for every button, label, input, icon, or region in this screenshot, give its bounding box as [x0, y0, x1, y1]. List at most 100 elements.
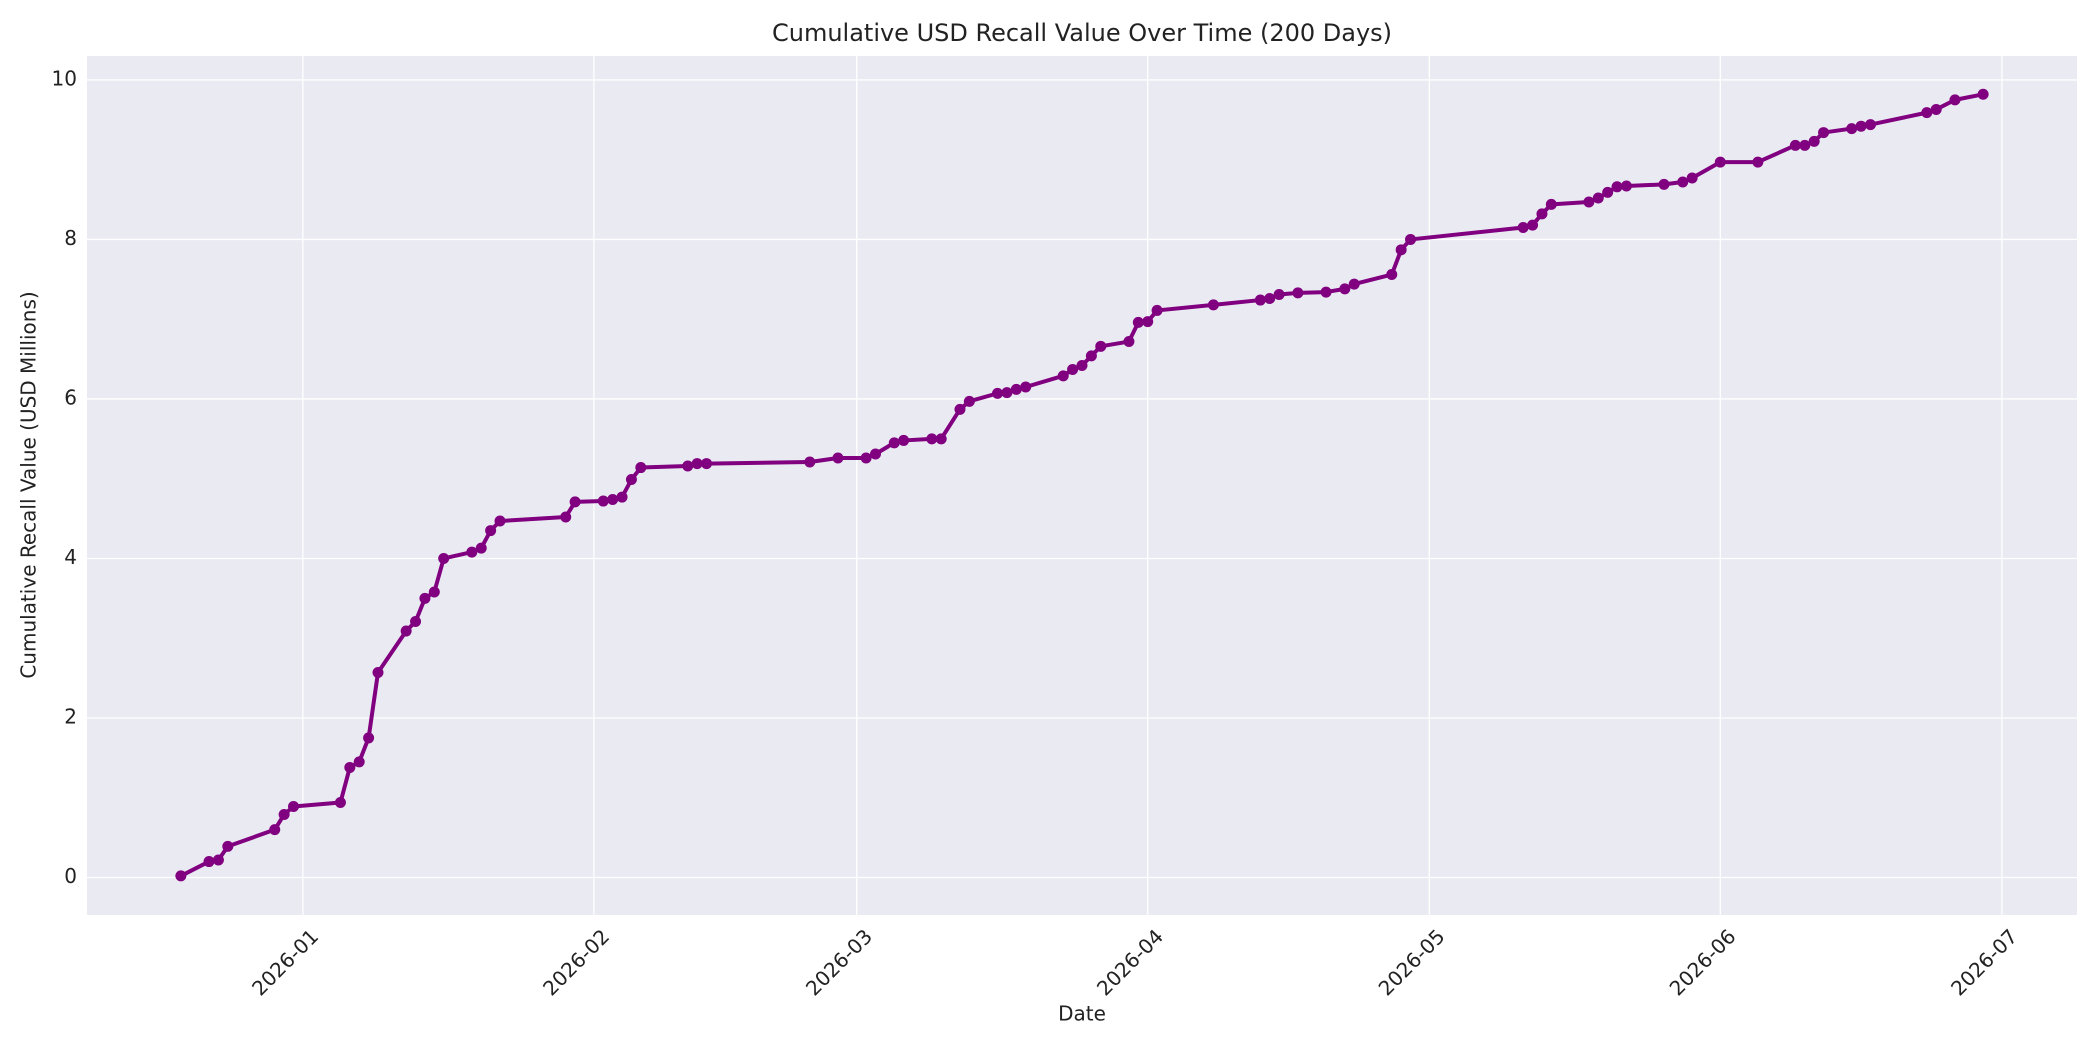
- marker: [466, 546, 478, 558]
- marker: [1320, 286, 1332, 298]
- marker: [832, 452, 844, 464]
- x-axis-label: Date: [1058, 1002, 1106, 1026]
- marker: [1658, 178, 1670, 190]
- marker: [1930, 103, 1942, 115]
- marker: [1254, 294, 1266, 306]
- marker: [344, 761, 356, 773]
- marker: [1142, 316, 1154, 328]
- marker: [1752, 156, 1764, 168]
- marker: [485, 525, 497, 537]
- x-tick-label: 2026-02: [538, 924, 614, 1000]
- marker: [222, 840, 234, 852]
- x-tick-label: 2026-03: [801, 924, 877, 1000]
- x-tick-label: 2026-07: [1946, 924, 2022, 1000]
- marker: [1151, 304, 1163, 316]
- y-axis-label: Cumulative Recall Value (USD Millions): [17, 291, 41, 678]
- x-tick-label: 2026-01: [247, 924, 323, 1000]
- marker: [1001, 387, 1013, 399]
- marker: [494, 515, 506, 527]
- marker: [1273, 288, 1285, 300]
- marker: [372, 667, 384, 679]
- marker: [269, 824, 281, 836]
- chart-title: Cumulative USD Recall Value Over Time (2…: [772, 19, 1392, 47]
- x-tick-label: 2026-05: [1374, 924, 1450, 1000]
- marker: [1977, 88, 1989, 100]
- marker: [1517, 221, 1529, 233]
- plot-area: [87, 56, 2077, 915]
- marker: [1864, 119, 1876, 131]
- marker: [1057, 370, 1069, 382]
- y-tick-label: 6: [64, 385, 77, 409]
- marker: [1620, 180, 1632, 192]
- marker: [212, 854, 224, 866]
- marker: [701, 458, 713, 470]
- marker: [869, 448, 881, 460]
- marker: [1808, 135, 1820, 147]
- marker: [1123, 336, 1135, 348]
- y-tick-label: 4: [64, 545, 77, 569]
- marker: [860, 452, 872, 464]
- marker: [1264, 292, 1276, 304]
- marker: [597, 495, 609, 507]
- marker: [1527, 219, 1539, 231]
- marker: [410, 615, 422, 627]
- marker: [898, 434, 910, 446]
- marker: [1405, 233, 1417, 245]
- marker: [1085, 350, 1097, 362]
- y-tick-label: 2: [64, 704, 77, 728]
- marker: [419, 592, 431, 604]
- marker: [616, 491, 628, 503]
- marker: [1020, 381, 1032, 393]
- marker: [560, 511, 572, 523]
- marker: [1386, 269, 1398, 281]
- marker: [1789, 139, 1801, 151]
- marker: [278, 809, 290, 821]
- y-tick-label: 8: [64, 226, 77, 250]
- marker: [963, 395, 975, 407]
- marker: [1545, 198, 1557, 210]
- marker: [1799, 139, 1811, 151]
- marker: [1339, 283, 1351, 295]
- marker: [691, 458, 703, 470]
- marker: [569, 496, 581, 508]
- marker: [1714, 156, 1726, 168]
- marker: [1602, 186, 1614, 198]
- marker: [1846, 123, 1858, 135]
- marker: [607, 493, 619, 505]
- marker: [1921, 107, 1933, 119]
- marker: [1395, 244, 1407, 256]
- marker: [935, 433, 947, 445]
- marker: [363, 732, 375, 744]
- marker: [1592, 192, 1604, 204]
- marker: [1583, 196, 1595, 208]
- marker: [1067, 363, 1079, 375]
- marker: [175, 870, 187, 882]
- y-tick-label: 0: [64, 864, 77, 888]
- marker: [926, 433, 938, 445]
- marker: [1348, 278, 1360, 290]
- marker: [438, 552, 450, 564]
- x-tick-label: 2026-06: [1665, 924, 1741, 1000]
- marker: [682, 460, 694, 472]
- marker: [1677, 176, 1689, 188]
- marker: [1686, 172, 1698, 184]
- marker: [288, 801, 300, 813]
- marker: [1855, 120, 1867, 132]
- marker: [1536, 208, 1548, 220]
- marker: [1095, 340, 1107, 352]
- marker: [625, 474, 637, 486]
- marker: [400, 625, 412, 637]
- marker: [1207, 299, 1219, 311]
- x-tick-label: 2026-04: [1092, 924, 1168, 1000]
- marker: [1611, 181, 1623, 193]
- marker: [1292, 287, 1304, 299]
- marker: [992, 387, 1004, 399]
- marker: [1076, 359, 1088, 371]
- marker: [888, 437, 900, 449]
- marker: [1818, 127, 1830, 139]
- marker: [1010, 383, 1022, 395]
- y-tick-label: 10: [52, 66, 77, 90]
- marker: [1132, 316, 1144, 328]
